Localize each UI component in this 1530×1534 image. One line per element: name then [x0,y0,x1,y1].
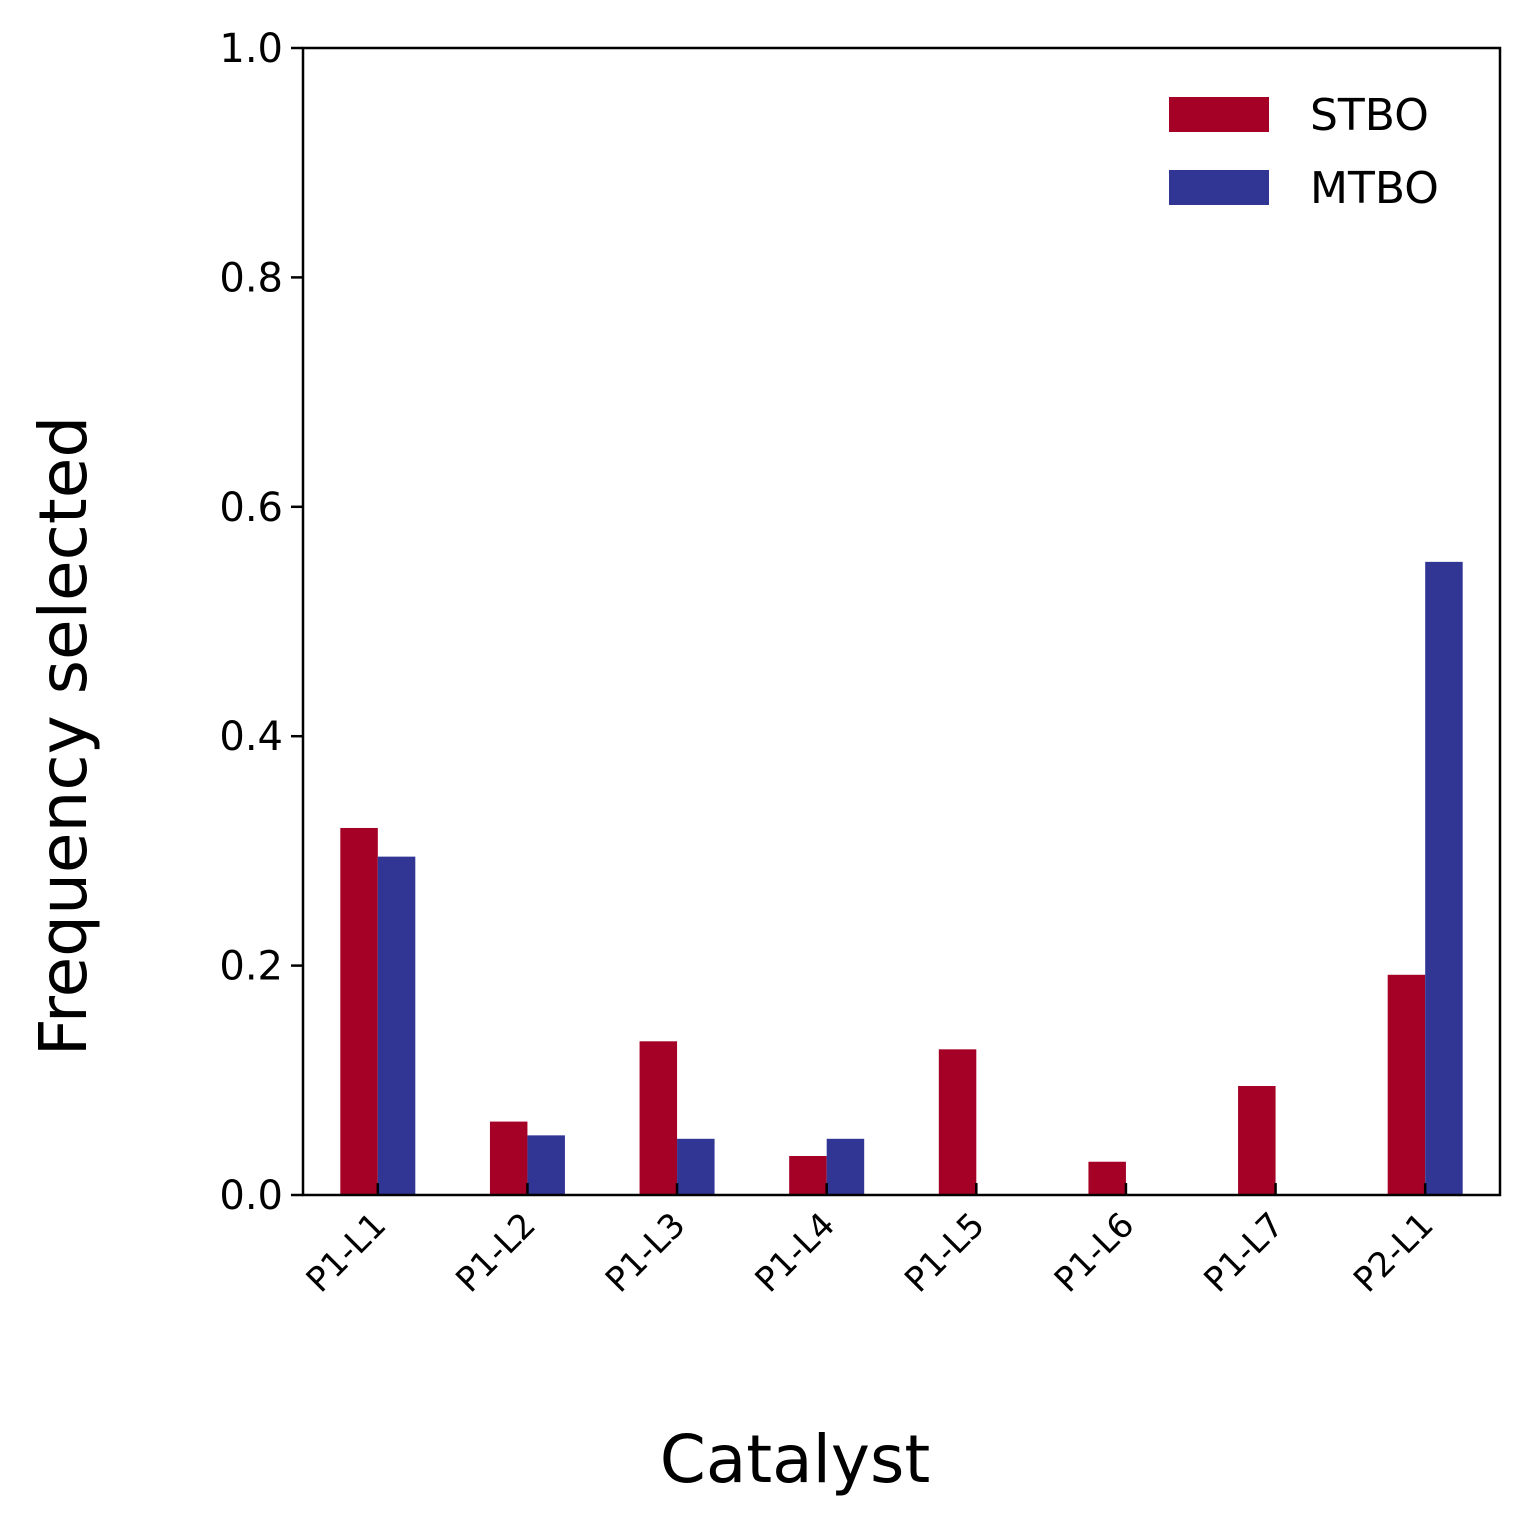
bar-stbo-p1-l2 [489,1121,528,1195]
y-tick-label: 0.2 [219,944,283,990]
bar-stbo-p1-l3 [639,1041,678,1195]
x-tick-label: P1-L6 [1047,1205,1142,1300]
bar-mtbo-p1-l2 [527,1135,565,1195]
x-tick-label: P1-L4 [748,1205,843,1300]
bar-stbo-p1-l1 [340,827,378,1195]
legend-swatch-mtbo [1169,170,1269,205]
legend: STBO MTBO [1169,90,1439,214]
bars-layer [340,561,1463,1195]
y-tick-label: 0.4 [219,714,283,760]
y-tick-label: 0.0 [219,1173,283,1219]
bar-mtbo-p1-l3 [677,1138,715,1195]
y-tick-label: 1.0 [219,26,283,72]
x-axis: P1-L1 P1-L2 P1-L3 P1-L4 P1-L5 P1-L6 P1-L7 P2-L1 [299,1183,1442,1301]
bar-mtbo-p1-l4 [826,1138,865,1195]
legend-label-mtbo: MTBO [1310,163,1439,214]
bar-stbo-p1-l7 [1238,1086,1276,1195]
bar-stbo-p1-l4 [789,1156,827,1195]
bar-stbo-p2-l1 [1387,974,1426,1195]
bar-mtbo-p2-l1 [1425,561,1463,1195]
x-tick-label: P1-L7 [1196,1205,1291,1300]
bar-mtbo-p1-l1 [377,856,416,1195]
plot-frame [301,46,1502,1197]
bar-stbo-p1-l5 [938,1049,977,1195]
legend-swatch-stbo [1169,97,1269,132]
x-tick-label: P1-L2 [448,1205,543,1300]
legend-label-stbo: STBO [1310,90,1429,141]
y-axis: 0.0 0.2 0.4 0.6 0.8 1.0 [219,26,303,1219]
y-tick-label: 0.6 [219,485,283,531]
x-tick-label: P2-L1 [1346,1205,1441,1300]
x-tick-label: P1-L1 [299,1205,394,1300]
x-tick-label: P1-L3 [598,1205,693,1300]
y-axis-title: Frequency selected [25,416,102,1057]
x-tick-label: P1-L5 [897,1205,992,1300]
x-axis-title: Catalyst [660,1421,931,1498]
y-tick-label: 0.8 [219,255,283,301]
bar-stbo-p1-l6 [1088,1161,1126,1195]
